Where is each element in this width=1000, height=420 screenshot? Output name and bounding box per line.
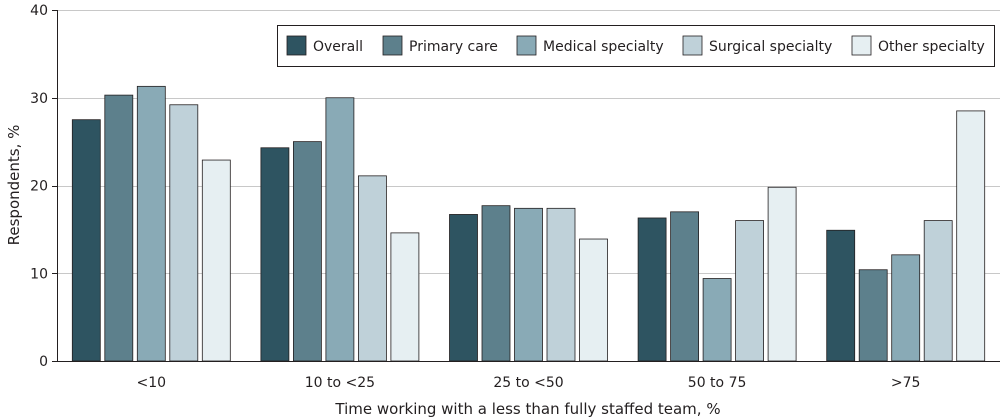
bar <box>390 232 420 362</box>
axes <box>57 10 1000 362</box>
x-tick-labels: <10 10 to <25 25 to <50 50 to 75 >75 <box>137 375 921 391</box>
legend-label: Primary care <box>409 39 498 55</box>
bar <box>201 159 231 362</box>
bar <box>670 211 699 362</box>
legend: Overall Primary care Medical specialty Surg… <box>277 25 995 67</box>
y-axis-title: Respondents, % <box>5 125 23 246</box>
bar <box>956 110 986 362</box>
legend-label: Other specialty <box>878 39 985 55</box>
bar <box>71 119 101 362</box>
bar <box>826 229 856 362</box>
x-tick-label: 25 to <50 <box>493 375 563 391</box>
bar <box>891 254 921 362</box>
y-tick-label: 10 <box>30 266 48 282</box>
bar <box>136 85 166 362</box>
bar <box>579 238 608 362</box>
y-tick-label: 20 <box>30 179 48 195</box>
legend-label: Overall <box>313 39 363 55</box>
bar <box>702 278 732 362</box>
y-tick-label: 30 <box>30 91 48 107</box>
bar <box>104 94 134 362</box>
bar <box>858 269 888 362</box>
legend-label: Medical specialty <box>543 39 664 55</box>
legend-label: Surgical specialty <box>709 39 832 55</box>
bar <box>546 207 576 362</box>
bar <box>637 217 667 362</box>
y-tick-labels: 0 10 20 30 40 <box>30 3 57 370</box>
bar <box>481 205 511 362</box>
legend-swatch <box>516 35 537 56</box>
bar <box>923 220 953 362</box>
x-tick-label: 50 to 75 <box>688 375 747 391</box>
bar <box>735 220 764 362</box>
bar <box>169 104 199 362</box>
x-axis-title: Time working with a less than fully staf… <box>334 400 720 418</box>
y-tick-label: 0 <box>39 354 48 370</box>
bar <box>767 186 797 362</box>
legend-swatch <box>286 35 307 56</box>
bar <box>449 214 478 362</box>
legend-swatch <box>682 35 703 56</box>
x-tick-label: 10 to <25 <box>305 375 375 391</box>
bar <box>260 147 290 362</box>
bar <box>357 175 387 362</box>
legend-swatch <box>851 35 872 56</box>
bar <box>292 141 322 362</box>
bar <box>325 97 355 362</box>
x-tick-label: >75 <box>891 375 921 391</box>
x-tick-label: <10 <box>137 375 167 391</box>
y-tick-label: 40 <box>30 3 48 19</box>
bars <box>71 85 986 362</box>
legend-swatch <box>382 35 403 56</box>
bar <box>514 207 543 362</box>
